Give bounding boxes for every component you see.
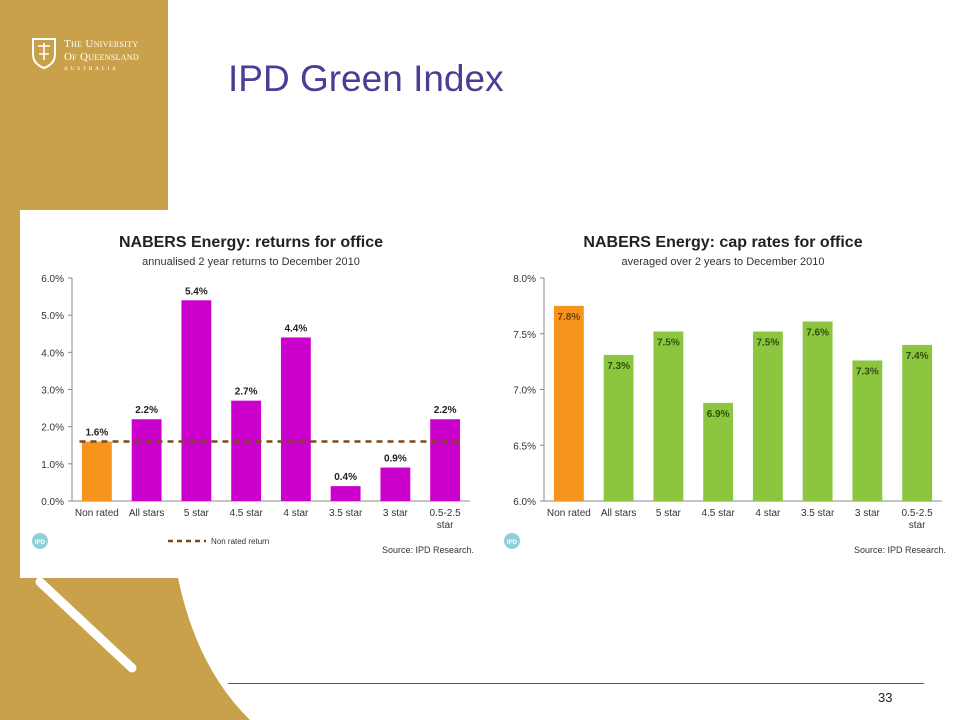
returns-bar [181,300,212,501]
slide-title: IPD Green Index [228,58,504,99]
cap-rates-data-label: 7.4% [906,351,929,362]
returns-x-tick-label: 4.5 star [229,508,263,519]
cap-rates-data-label: 7.5% [756,338,779,349]
returns-bar [380,467,411,501]
returns-chart-panel: NABERS Energy: returns for office annuali… [20,210,482,578]
cap-rates-y-tick-label: 6.5% [513,441,536,452]
cap-rates-bar [902,344,933,501]
returns-bar [131,419,162,501]
returns-x-tick-label: All stars [129,508,165,519]
returns-data-label: 2.7% [235,387,258,398]
returns-x-tick-label: 3.5 star [329,508,363,519]
cap-rates-x-tick-label: 4.5 star [701,508,735,519]
cap-rates-data-label: 7.3% [856,367,879,378]
returns-bar [280,337,311,501]
returns-data-label: 0.9% [384,454,407,465]
cap-rates-x-tick-label: star [909,520,926,531]
returns-data-label: 2.2% [135,405,158,416]
returns-y-tick-label: 3.0% [41,386,64,397]
returns-bar [430,419,461,501]
cap-rates-data-label: 7.3% [607,361,630,372]
returns-bar [330,486,361,501]
returns-chart-subtitle: annualised 2 year returns to December 20… [142,256,360,268]
logo-line-3: AUSTRALIA [64,66,119,72]
cap-rates-y-tick-label: 7.0% [513,386,536,397]
cap-rates-data-label: 7.5% [657,338,680,349]
returns-x-tick-label: star [437,520,454,531]
logo-line-2: Of Queensland [64,51,139,63]
returns-data-label: 2.2% [434,405,457,416]
returns-source-note: Source: IPD Research. [382,545,474,555]
returns-chart: NABERS Energy: returns for office annuali… [32,234,474,555]
returns-y-tick-label: 6.0% [41,274,64,285]
returns-ipd-badge [32,533,48,549]
returns-data-label: 4.4% [284,323,307,334]
cap-rates-x-tick-label: All stars [601,508,637,519]
university-logo: The University Of Queensland AUSTRALIA [30,36,160,76]
cap-rates-x-tick-label: 3 star [855,508,881,519]
cap-rates-data-label: 7.6% [806,327,829,338]
cap-rates-chart-subtitle: averaged over 2 years to December 2010 [621,256,824,268]
cap-rates-x-tick-label: 4 star [755,508,781,519]
cap-rates-bar [703,402,734,501]
returns-x-tick-label: 0.5-2.5 [430,508,462,519]
returns-x-tick-label: 5 star [184,508,210,519]
cap-rates-ipd-badge-label: IPD [507,540,518,546]
returns-y-tick-label: 5.0% [41,311,64,322]
cap-rates-y-tick-label: 8.0% [513,274,536,285]
cap-rates-bar [553,305,584,501]
cap-rates-y-tick-label: 6.0% [513,497,536,508]
returns-x-tick-label: 4 star [283,508,309,519]
cap-rates-chart-panel: NABERS Energy: cap rates for office avera… [492,210,954,578]
returns-chart-title: NABERS Energy: returns for office [119,234,383,251]
returns-data-label: 5.4% [185,286,208,297]
cap-rates-x-tick-label: Non rated [547,508,591,519]
returns-bar [81,441,112,501]
cap-rates-x-tick-label: 3.5 star [801,508,835,519]
page-number: 33 [878,690,893,705]
cap-rates-y-tick-label: 7.5% [513,330,536,341]
returns-x-tick-label: Non rated [75,508,119,519]
returns-y-tick-label: 0.0% [41,497,64,508]
cap-rates-chart-title: NABERS Energy: cap rates for office [583,234,862,251]
returns-ipd-badge-label: IPD [35,540,46,546]
returns-legend-label: Non rated return [211,537,269,546]
cap-rates-bar [752,331,783,501]
returns-x-tick-label: 3 star [383,508,409,519]
crest-icon [32,38,56,70]
cap-rates-data-label: 6.9% [707,409,730,420]
returns-y-tick-label: 4.0% [41,348,64,359]
logo-line-1: The University [64,38,139,50]
cap-rates-x-tick-label: 5 star [656,508,682,519]
cap-rates-bar [653,331,684,501]
returns-data-label: 0.4% [334,472,357,483]
cap-rates-ipd-badge [504,533,520,549]
cap-rates-data-label: 7.8% [557,312,580,323]
returns-bar [231,400,262,501]
cap-rates-bar [603,354,634,501]
cap-rates-x-tick-label: 0.5-2.5 [902,508,934,519]
cap-rates-bar [802,321,833,501]
returns-y-tick-label: 2.0% [41,423,64,434]
returns-data-label: 1.6% [85,428,108,439]
footer-divider [228,683,924,684]
cap-rates-chart: NABERS Energy: cap rates for office avera… [504,234,946,555]
cap-rates-source-note: Source: IPD Research. [854,545,946,555]
cap-rates-bar [852,360,883,501]
returns-y-tick-label: 1.0% [41,460,64,471]
